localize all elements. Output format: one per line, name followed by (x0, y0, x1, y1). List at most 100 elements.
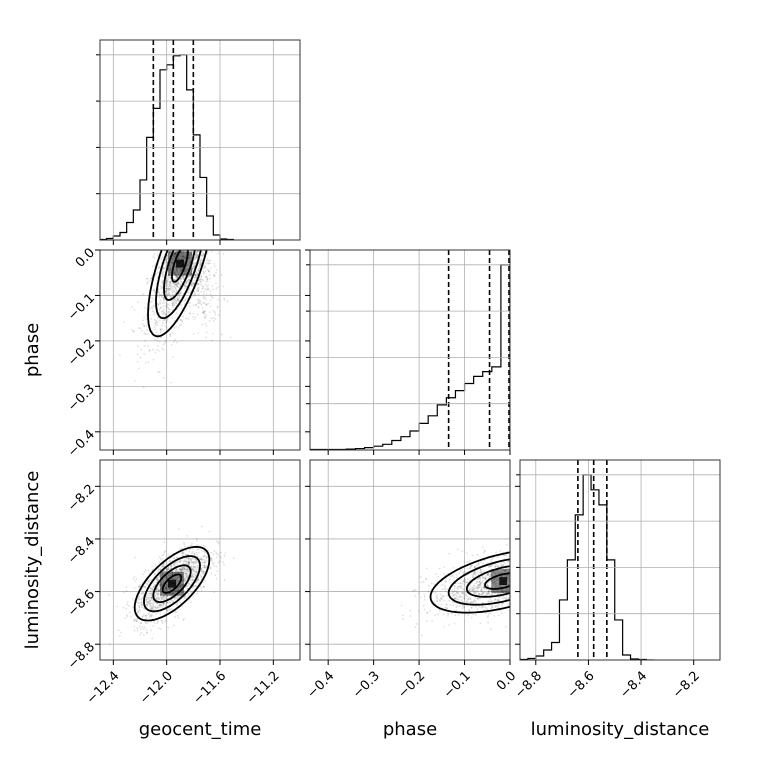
sample-point (492, 590, 495, 593)
sample-point (174, 251, 177, 254)
sample-point (140, 593, 143, 595)
sample-point (196, 250, 199, 253)
sample-point (165, 567, 168, 570)
sample-point (204, 322, 207, 325)
sample-point (177, 616, 180, 619)
sample-point (157, 592, 160, 594)
sample-point (543, 577, 545, 579)
sample-point (567, 557, 569, 559)
sample-point (173, 278, 176, 281)
sample-point (515, 577, 517, 579)
sample-point (173, 561, 176, 564)
sample-point (145, 598, 148, 601)
sample-point (178, 271, 180, 274)
sample-point (152, 289, 155, 292)
sample-point (180, 583, 183, 586)
sample-point (173, 572, 176, 575)
sample-point (532, 574, 534, 576)
sample-point (140, 329, 143, 332)
sample-point (473, 591, 476, 594)
sample-point (529, 577, 531, 579)
sample-point (123, 321, 126, 324)
sample-point (531, 562, 533, 564)
sample-point (186, 279, 189, 282)
sample-point (458, 605, 461, 607)
sample-point (511, 578, 513, 580)
sample-point (175, 302, 178, 305)
sample-point (497, 599, 500, 602)
sample-point (201, 558, 204, 561)
sample-point (455, 590, 457, 593)
sample-point (107, 593, 110, 596)
sample-point (553, 579, 555, 581)
sample-point (173, 269, 176, 272)
sample-point (179, 568, 182, 570)
sample-point (194, 570, 196, 573)
sample-point (543, 575, 545, 577)
sample-point (536, 557, 538, 559)
sample-point (186, 594, 189, 597)
sample-point (490, 579, 493, 582)
sample-point (453, 584, 456, 587)
sample-point (142, 293, 145, 296)
sample-point (182, 273, 185, 275)
sample-point (172, 600, 175, 602)
sample-point (553, 557, 555, 559)
sample-point (467, 598, 470, 600)
panel-frame-0-0 (99, 39, 301, 241)
sample-point (196, 287, 199, 289)
sample-point (181, 552, 184, 554)
sample-point (138, 597, 140, 600)
sample-point (413, 589, 416, 592)
sample-point (174, 611, 176, 613)
sample-point (497, 565, 500, 568)
sample-point (532, 579, 534, 581)
sample-point (495, 579, 498, 582)
sample-point (527, 559, 529, 561)
sample-point (479, 597, 482, 600)
sample-point (512, 567, 514, 569)
sample-point (199, 264, 201, 267)
sample-point (466, 552, 469, 554)
sample-point (565, 558, 567, 560)
density-pixel (168, 267, 176, 276)
sample-point (464, 578, 466, 581)
sample-point (179, 254, 182, 257)
sample-point (526, 574, 528, 576)
contour-level-0 (484, 572, 510, 590)
sample-point (178, 274, 180, 276)
sample-point (460, 586, 463, 589)
sample-point (484, 578, 487, 581)
sample-point (196, 579, 199, 581)
sample-point (164, 585, 167, 588)
sample-point (502, 564, 505, 566)
sample-point (191, 590, 193, 593)
sample-point (185, 557, 188, 560)
sample-point (161, 295, 163, 298)
sample-point (200, 255, 203, 258)
sample-point (167, 288, 169, 290)
y-tick-label-phase: −0.2 (65, 336, 98, 369)
sample-point (543, 571, 545, 573)
sample-point (182, 252, 185, 255)
sample-point (183, 568, 186, 571)
sample-point (414, 588, 417, 591)
sample-point (573, 589, 575, 591)
sample-point (513, 583, 515, 585)
sample-point (158, 583, 161, 586)
sample-point (180, 269, 183, 272)
sample-point (456, 591, 459, 594)
sample-point (423, 608, 426, 611)
sample-point (176, 556, 178, 559)
sample-point (486, 573, 489, 576)
sample-point (478, 605, 481, 608)
sample-point (418, 592, 420, 595)
sample-point (150, 607, 153, 610)
sample-point (204, 288, 207, 290)
sample-point (199, 302, 202, 305)
sample-point (196, 255, 199, 258)
sample-point (433, 583, 436, 586)
sample-point (203, 555, 206, 558)
sample-point (197, 290, 200, 292)
sample-point (163, 598, 165, 601)
